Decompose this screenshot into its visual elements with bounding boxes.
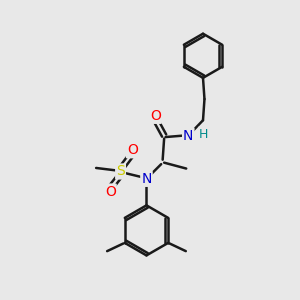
Text: S: S bbox=[116, 164, 125, 178]
Text: O: O bbox=[127, 143, 138, 157]
Text: N: N bbox=[183, 129, 194, 142]
Text: O: O bbox=[105, 184, 116, 199]
Text: N: N bbox=[141, 172, 152, 186]
Text: H: H bbox=[199, 128, 208, 141]
Text: O: O bbox=[150, 109, 161, 123]
